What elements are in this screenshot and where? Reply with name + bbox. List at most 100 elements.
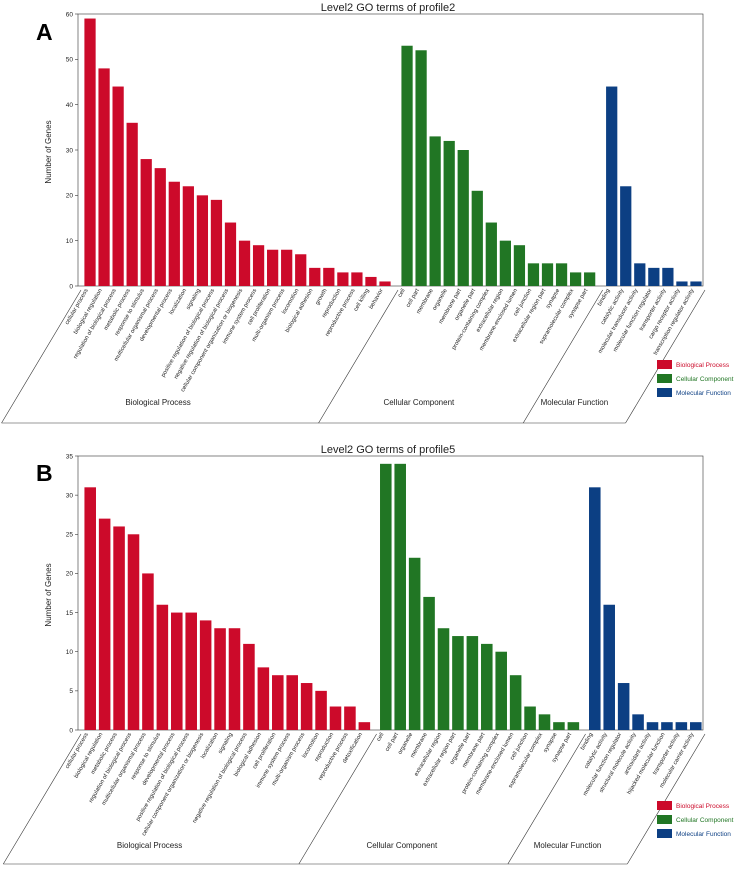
bar-cell-killing	[365, 276, 377, 286]
group-divider	[625, 289, 706, 424]
bar-synapse-part	[567, 722, 580, 730]
bar-synapse-part	[584, 272, 596, 286]
bar-multi-organism-process	[300, 683, 313, 730]
bar-signaling	[228, 628, 241, 730]
bar-organelle	[443, 140, 455, 286]
bar-immune-system-process	[252, 245, 265, 286]
bar-cellular-component-organization-or-biogenesis	[238, 240, 251, 286]
legend-label-cellular-component: Cellular Component	[676, 817, 734, 824]
bar-extracellular-region	[499, 240, 511, 286]
bar-locomotion	[315, 690, 327, 730]
panel-a-letter: A	[36, 19, 53, 45]
bar-structural-molecule-activity	[632, 714, 644, 730]
bar-cell	[380, 463, 392, 730]
bar-organelle-part	[471, 190, 483, 286]
panel-a-ylabel: Number of Genes	[44, 120, 53, 183]
bar-antioxidant-activity	[646, 722, 659, 730]
y-tick-label: 30	[66, 147, 74, 154]
bar-metabolic-process	[126, 122, 138, 286]
y-tick-label: 25	[66, 532, 74, 539]
panel-b-letter: B	[36, 460, 53, 486]
y-tick-label: 30	[66, 492, 74, 499]
bar-reproductive-process	[344, 706, 356, 730]
category-label: growth	[315, 288, 329, 306]
y-tick-label: 35	[66, 453, 74, 460]
legend-label-biological-process: Biological Process	[676, 362, 730, 369]
legend-swatch-biological-process	[657, 360, 672, 369]
legend-swatch-molecular-function	[657, 388, 672, 397]
legend-label-biological-process: Biological Process	[676, 803, 730, 810]
category-label: cell part	[385, 732, 401, 753]
bar-response-to-stimulus	[140, 159, 152, 286]
group-divider	[298, 733, 377, 865]
bar-multi-organism-process	[281, 249, 293, 286]
bar-protein-containing-complex	[485, 222, 497, 286]
bar-cargo-receptor-activity	[676, 281, 688, 286]
bar-immune-system-process	[286, 675, 298, 730]
bar-extracellular-region-part	[541, 263, 554, 286]
category-label: binding	[580, 732, 595, 751]
bar-organelle	[408, 557, 421, 730]
group-divider	[1, 289, 82, 424]
legend-swatch-cellular-component	[657, 374, 672, 383]
bar-binding	[589, 487, 601, 730]
bar-localization	[214, 628, 226, 730]
bar-cellular-component-organization-or-biogenesis	[199, 620, 212, 730]
bar-molecular-function-regulator	[617, 683, 630, 730]
y-tick-label: 60	[66, 11, 74, 18]
bar-positive-regulation-of-biological-process	[185, 612, 197, 730]
y-tick-label: 40	[66, 102, 74, 109]
bar-organelle-part	[466, 636, 479, 730]
bar-reproductive-process	[351, 272, 363, 286]
group-divider	[522, 289, 603, 424]
bar-membrane	[423, 596, 435, 730]
y-tick-label: 50	[66, 57, 74, 64]
y-tick-label: 20	[66, 571, 74, 578]
bar-developmental-process	[168, 181, 180, 286]
bar-molecular-carrier-activity	[690, 722, 702, 730]
bar-behavior	[379, 281, 391, 286]
bar-negative-regulation-of-biological-process	[243, 643, 255, 730]
bar-supramolecular-complex	[538, 714, 551, 730]
y-tick-label: 15	[66, 610, 74, 617]
bar-positive-regulation-of-biological-process	[210, 199, 223, 286]
group-divider	[627, 733, 706, 865]
bar-multicellular-organismal-process	[154, 168, 166, 286]
legend-swatch-biological-process	[657, 801, 672, 810]
bar-synapse	[553, 722, 565, 730]
bar-catalytic-activity	[620, 186, 632, 286]
bar-transporter-activity	[675, 722, 688, 730]
bar-detoxification	[358, 722, 371, 730]
bar-cellular-process	[84, 18, 96, 287]
group-divider	[3, 733, 82, 865]
bar-growth	[323, 267, 335, 286]
group-label-molecular-function: Molecular Function	[534, 841, 602, 850]
bar-membrane-enclosed-lumen	[513, 245, 526, 286]
bar-binding	[606, 86, 618, 287]
bar-reproduction	[329, 706, 342, 730]
bar-cellular-process	[84, 487, 96, 730]
y-tick-label: 20	[66, 193, 74, 200]
bar-biological-regulation	[98, 68, 110, 287]
legend-label-cellular-component: Cellular Component	[676, 376, 734, 383]
bar-molecular-function-regulator	[648, 267, 660, 286]
bar-regulation-of-biological-process	[112, 86, 124, 287]
legend-label-molecular-function: Molecular Function	[676, 390, 731, 397]
category-label: biological adhesion	[285, 288, 315, 334]
group-label-molecular-function: Molecular Function	[541, 398, 609, 407]
y-tick-label: 0	[69, 727, 73, 734]
bar-cell-part	[415, 50, 427, 287]
bar-cell-junction	[527, 263, 540, 286]
legend-swatch-cellular-component	[657, 815, 672, 824]
bar-extracellular-region	[437, 628, 450, 730]
bar-membrane-part	[457, 150, 469, 286]
y-tick-label: 0	[69, 283, 73, 290]
bar-membrane-enclosed-lumen	[509, 675, 522, 730]
group-divider	[318, 289, 399, 424]
category-label: binding	[597, 288, 612, 307]
bar-cell-proliferation	[272, 675, 284, 730]
bar-biological-adhesion	[257, 667, 270, 730]
bar-metabolic-process	[113, 526, 125, 730]
